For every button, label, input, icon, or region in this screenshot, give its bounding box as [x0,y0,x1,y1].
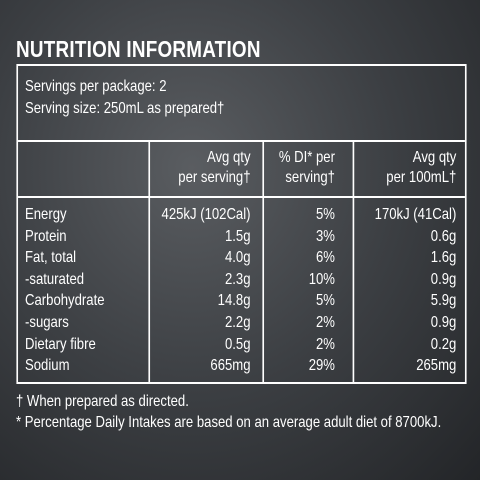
column-divider [148,140,150,382]
column-header: per 100mL† [386,169,457,186]
nutrient-value: 2% [316,314,335,331]
nutrition-table: Servings per package: 2 Serving size: 25… [15,64,467,384]
nutrient-value: 5% [316,206,335,223]
nutrient-value: 29% [308,357,335,375]
nutrient-value: 1.6g [430,249,457,267]
column-header: Avg qty [206,149,251,166]
nutrient-value: 0.9g [430,270,457,288]
nutrient-value: 5.9g [430,292,457,310]
nutrient-value: 10% [308,270,335,288]
nutrient-value: 0.6g [430,227,457,245]
nutrient-value: 170kJ (41Cal) [374,206,457,223]
nutrient-value: 425kJ (102Cal) [161,206,251,223]
divider [17,196,465,198]
nutrient-value: 2% [316,335,335,353]
nutrient-value: 1.5g [224,227,251,245]
column-header: Avg qty [412,149,457,166]
nutrient-value: 665mg [210,357,251,375]
column-divider [352,140,354,382]
column-header: serving† [285,169,335,186]
nutrient-value: 0.5g [224,335,251,353]
column-divider [261,140,264,382]
servings-per-package: Servings per package: 2 [25,78,167,95]
nutrient-name: Energy [25,206,67,223]
title: NUTRITION INFORMATION [15,36,261,62]
divider [17,140,465,142]
nutrient-value: 3% [316,227,335,245]
nutrient-name: Dietary fibre [25,335,96,353]
nutrient-value: 4.0g [224,249,251,267]
nutrient-name: -saturated [25,270,85,288]
nutrient-value: 2.2g [224,314,251,331]
nutrient-name: Fat, total [25,249,77,267]
footnote: * Percentage Daily Intakes are based on … [15,414,442,431]
nutrient-name: Carbohydrate [25,292,105,310]
nutrient-name: Protein [25,227,67,245]
footnote: † When prepared as directed. [15,393,189,410]
nutrient-value: 0.9g [430,314,457,331]
serving-size: Serving size: 250mL as prepared† [25,100,225,117]
nutrient-name: Sodium [25,357,70,375]
nutrient-value: 0.2g [430,335,457,353]
nutrient-value: 2.3g [224,270,251,288]
nutrient-value: 5% [316,292,335,310]
nutrient-value: 14.8g [217,292,251,310]
column-header: per serving† [178,169,251,186]
nutrient-value: 6% [316,249,335,267]
column-header: % DI* per [278,149,335,166]
nutrient-name: -sugars [25,314,69,331]
nutrient-value: 265mg [416,357,457,375]
